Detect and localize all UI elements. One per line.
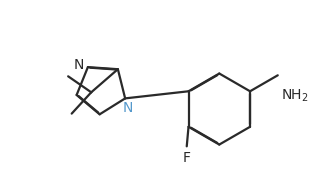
Text: F: F	[183, 151, 191, 165]
Text: NH$_2$: NH$_2$	[281, 88, 308, 104]
Text: N: N	[74, 58, 84, 72]
Text: N: N	[123, 101, 133, 115]
